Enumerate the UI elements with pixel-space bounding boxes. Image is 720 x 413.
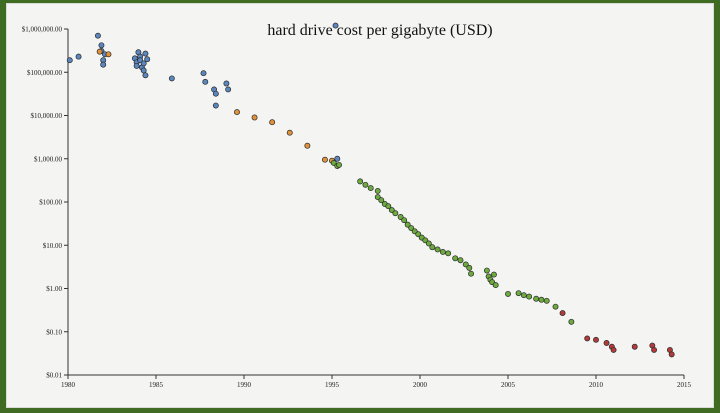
x-tick-label: 2005 xyxy=(501,381,516,389)
data-point xyxy=(631,343,638,350)
series-0 xyxy=(66,22,341,162)
x-tick-label: 2015 xyxy=(677,381,692,389)
data-point xyxy=(385,203,392,210)
x-tick-label: 1985 xyxy=(149,381,164,389)
data-point xyxy=(286,129,293,136)
data-point xyxy=(140,60,147,67)
y-axis-ticks: $1,000,000.00 $100,000.00 $10,000.00 $1,000… xyxy=(22,26,68,380)
data-point xyxy=(593,336,599,343)
data-point xyxy=(142,72,149,79)
data-point xyxy=(100,61,107,68)
data-point xyxy=(212,90,219,97)
data-point xyxy=(357,178,364,185)
data-point xyxy=(168,75,175,82)
y-tick-label: $1,000.00 xyxy=(34,155,63,163)
data-point xyxy=(334,155,341,162)
y-tick-label: $1,000,000.00 xyxy=(22,26,63,34)
data-point xyxy=(105,51,112,58)
data-point xyxy=(429,244,436,251)
data-point xyxy=(610,346,617,353)
data-point xyxy=(568,318,575,325)
data-point xyxy=(483,267,490,274)
data-point xyxy=(96,48,103,55)
chart-title: hard drive cost per gigabyte (USD) xyxy=(267,22,492,39)
data-point xyxy=(332,22,339,29)
data-point xyxy=(515,290,522,297)
data-point xyxy=(322,156,328,163)
data-point xyxy=(362,181,369,188)
data-point xyxy=(304,142,311,149)
y-tick-label: $100.00 xyxy=(39,199,62,207)
data-point xyxy=(584,335,591,342)
data-point xyxy=(75,53,82,60)
y-tick-label: $0.01 xyxy=(46,372,62,380)
data-point xyxy=(408,225,415,231)
data-point xyxy=(142,50,149,57)
data-point xyxy=(415,231,422,238)
y-tick-label: $10,000.00 xyxy=(31,112,63,120)
series-2 xyxy=(330,159,575,325)
data-point xyxy=(452,255,459,262)
data-point xyxy=(457,257,464,264)
x-tick-label: 2000 xyxy=(413,381,428,389)
data-point xyxy=(94,32,101,39)
data-point xyxy=(668,351,675,358)
data-point xyxy=(468,270,474,277)
chart-frame: hard drive cost per gigabyte (USD) $1,00… xyxy=(6,3,714,408)
x-axis-ticks: 1980 1985 1990 1995 2000 2005 2010 2015 xyxy=(61,375,692,389)
data-point xyxy=(269,119,276,126)
y-tick-label: $100,000.00 xyxy=(27,69,63,77)
data-point xyxy=(543,297,550,304)
data-point xyxy=(538,296,545,303)
data-point xyxy=(140,67,147,74)
series-3 xyxy=(559,310,675,358)
data-point xyxy=(492,282,499,289)
data-point xyxy=(425,240,432,247)
data-points xyxy=(66,22,675,358)
data-point xyxy=(490,271,497,278)
data-point xyxy=(212,102,219,109)
data-point xyxy=(98,42,105,49)
data-point xyxy=(223,80,230,87)
axes xyxy=(67,29,684,376)
data-point xyxy=(392,210,399,217)
data-point xyxy=(234,109,240,116)
y-tick-label: $10.00 xyxy=(43,242,63,250)
data-point xyxy=(651,346,658,353)
x-tick-label: 1980 xyxy=(61,381,76,389)
data-point xyxy=(336,161,342,168)
data-point xyxy=(439,248,446,255)
data-point xyxy=(367,185,374,192)
y-tick-label: $0.10 xyxy=(46,328,62,336)
data-point xyxy=(66,57,73,64)
data-point xyxy=(144,56,151,63)
data-point xyxy=(520,292,527,299)
data-point xyxy=(552,303,559,310)
chart-svg: hard drive cost per gigabyte (USD) $1,00… xyxy=(22,22,692,389)
data-point xyxy=(404,221,411,228)
x-tick-label: 1995 xyxy=(325,381,340,389)
data-point xyxy=(225,86,232,93)
data-point xyxy=(202,78,209,85)
y-tick-label: $1.00 xyxy=(46,285,62,293)
data-point xyxy=(505,290,511,297)
x-tick-label: 1990 xyxy=(237,381,252,389)
data-point xyxy=(526,293,533,300)
data-point xyxy=(466,264,473,271)
data-point xyxy=(378,197,385,204)
data-point xyxy=(434,246,441,253)
data-point xyxy=(200,70,207,77)
data-point xyxy=(251,114,258,121)
data-point xyxy=(559,310,566,317)
x-tick-label: 2010 xyxy=(589,381,604,389)
data-point xyxy=(533,295,540,302)
data-point xyxy=(603,340,610,346)
data-point xyxy=(374,188,381,194)
data-point xyxy=(133,62,140,69)
data-point xyxy=(462,261,469,268)
series-1 xyxy=(96,48,335,164)
data-point xyxy=(401,217,408,224)
data-point xyxy=(445,250,452,257)
